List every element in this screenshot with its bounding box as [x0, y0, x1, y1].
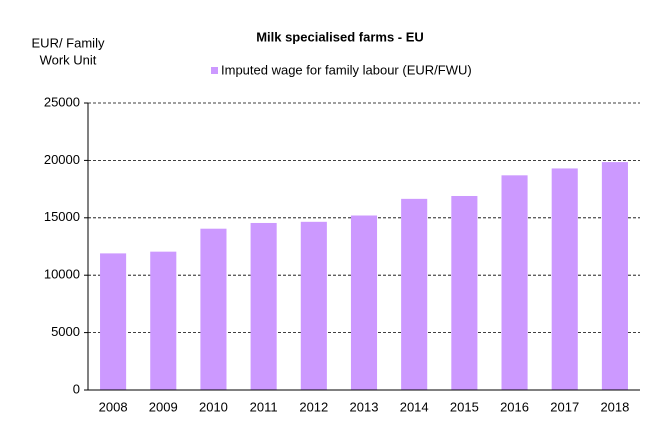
bar: [601, 162, 628, 390]
x-tick-label: 2012: [299, 399, 328, 414]
bar: [401, 198, 428, 390]
x-tick-label: 2009: [149, 399, 178, 414]
y-tick-label: 10000: [44, 267, 80, 282]
bar: [150, 251, 177, 390]
bar: [100, 253, 127, 390]
y-axis-label: Work Unit: [40, 52, 97, 67]
y-axis-label: EUR/ Family: [32, 35, 105, 50]
x-tick-label: 2017: [550, 399, 579, 414]
x-tick-label: 2013: [350, 399, 379, 414]
bar: [501, 175, 528, 390]
x-tick-label: 2010: [199, 399, 228, 414]
x-tick-label: 2015: [450, 399, 479, 414]
y-tick-label: 0: [73, 381, 80, 396]
bar: [300, 221, 327, 390]
legend-swatch: [211, 67, 218, 74]
chart-title: Milk specialised farms - EU: [256, 29, 424, 44]
bar: [551, 168, 578, 390]
y-tick-label: 25000: [44, 94, 80, 109]
x-tick-label: 2018: [600, 399, 629, 414]
x-tick-label: 2016: [500, 399, 529, 414]
bar: [200, 228, 227, 390]
y-tick-label: 15000: [44, 209, 80, 224]
x-tick-label: 2014: [400, 399, 429, 414]
y-tick-label: 5000: [51, 324, 80, 339]
bar: [451, 195, 478, 390]
x-tick-label: 2011: [250, 399, 278, 414]
bar: [250, 222, 277, 390]
x-tick-label: 2008: [99, 399, 128, 414]
legend-label: Imputed wage for family labour (EUR/FWU): [221, 62, 472, 77]
y-tick-label: 20000: [44, 152, 80, 167]
bar: [350, 215, 378, 390]
